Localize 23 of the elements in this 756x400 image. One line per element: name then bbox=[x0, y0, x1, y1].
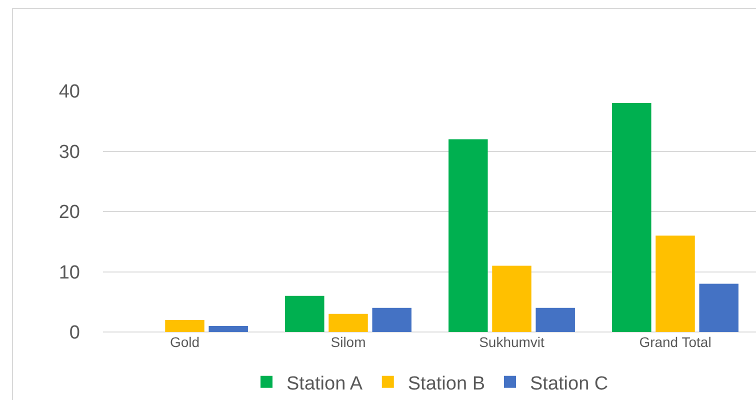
y-tick-label: 40 bbox=[58, 82, 80, 103]
x-tick-label: Sukhumvit bbox=[479, 334, 545, 350]
bar bbox=[448, 139, 488, 332]
bar bbox=[372, 308, 412, 332]
bar bbox=[165, 320, 204, 332]
y-tick-label: 20 bbox=[58, 202, 80, 224]
legend-label: Station B bbox=[408, 373, 485, 394]
bar bbox=[656, 236, 695, 332]
bar bbox=[612, 103, 652, 332]
y-tick-label: 30 bbox=[58, 142, 80, 163]
x-tick-label: Grand Total bbox=[639, 334, 712, 350]
y-tick-label: 0 bbox=[69, 322, 80, 344]
bar bbox=[492, 266, 532, 332]
bar bbox=[285, 296, 324, 332]
legend-label: Station A bbox=[286, 373, 363, 394]
bar bbox=[699, 284, 738, 332]
bar bbox=[536, 308, 575, 332]
bar bbox=[208, 326, 248, 332]
bar bbox=[328, 314, 368, 332]
x-tick-label: Silom bbox=[330, 334, 366, 350]
legend-label: Station C bbox=[530, 373, 608, 394]
y-tick-label: 10 bbox=[58, 262, 80, 284]
x-tick-label: Gold bbox=[170, 334, 200, 350]
